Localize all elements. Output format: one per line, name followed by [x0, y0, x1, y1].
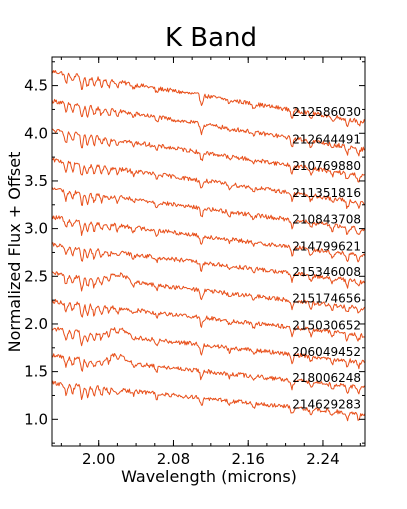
- spectrum-label: 212644491: [292, 132, 361, 146]
- spectrum-label: 214799621: [292, 239, 361, 253]
- y-axis-label: Normalized Flux + Offset: [5, 152, 24, 353]
- spectrum-line: [51, 98, 366, 157]
- spectrum-label: 215030652: [292, 318, 361, 332]
- spectrum-line: [51, 271, 366, 314]
- spectra-group: [51, 70, 366, 422]
- y-tick-label: 3.0: [24, 220, 48, 238]
- spectrum-line: [51, 380, 366, 422]
- y-tick-label: 2.5: [24, 267, 48, 285]
- x-tick-label: 2.24: [306, 450, 339, 468]
- y-tick-label: 2.0: [24, 315, 48, 333]
- y-tick-label: 4.0: [24, 124, 48, 142]
- x-tick-label: 2.16: [232, 450, 265, 468]
- y-axis-ticks: 1.0 1.5 2.0 2.5 3.0 3.5 4.0 4.5: [24, 61, 365, 444]
- spectrum-line: [51, 298, 366, 342]
- spectrum-label: 210843708: [292, 213, 361, 227]
- spectrum-label: 215174656: [292, 292, 361, 306]
- spectrum-line: [51, 157, 366, 209]
- x-axis-ticks: 2.00 2.08 2.16 2.24: [60, 57, 361, 468]
- x-tick-label: 2.00: [82, 450, 115, 468]
- y-tick-label: 3.5: [24, 172, 48, 190]
- spectrum-label: 212586030: [292, 105, 361, 119]
- spectrum-line: [51, 70, 366, 128]
- spectrum-line: [51, 215, 366, 263]
- chart-title: K Band: [165, 23, 257, 53]
- spectrum-label: 215346008: [292, 265, 361, 279]
- y-tick-label: 1.0: [24, 410, 48, 428]
- spectrum-label: 214629283: [292, 398, 361, 412]
- y-tick-label: 1.5: [24, 363, 48, 381]
- spectrum-line: [51, 326, 366, 370]
- spectrum-label: 210769880: [292, 159, 361, 173]
- spectrum-line: [51, 353, 366, 395]
- plot-frame: [51, 56, 366, 447]
- x-tick-label: 2.08: [157, 450, 190, 468]
- spectrum-label: 206049452: [292, 345, 361, 359]
- spectrum-label: 218006248: [292, 371, 361, 385]
- spectrum-line: [52, 128, 366, 183]
- y-tick-label: 4.5: [24, 77, 48, 95]
- spectrum-line: [51, 186, 366, 235]
- spectrum-label: 211351816: [292, 186, 361, 200]
- spectrum-labels: 212586030 212644491 210769880 211351816 2108…: [292, 105, 361, 412]
- spectrum-line: [51, 242, 366, 289]
- x-axis-label: Wavelength (microns): [121, 467, 297, 486]
